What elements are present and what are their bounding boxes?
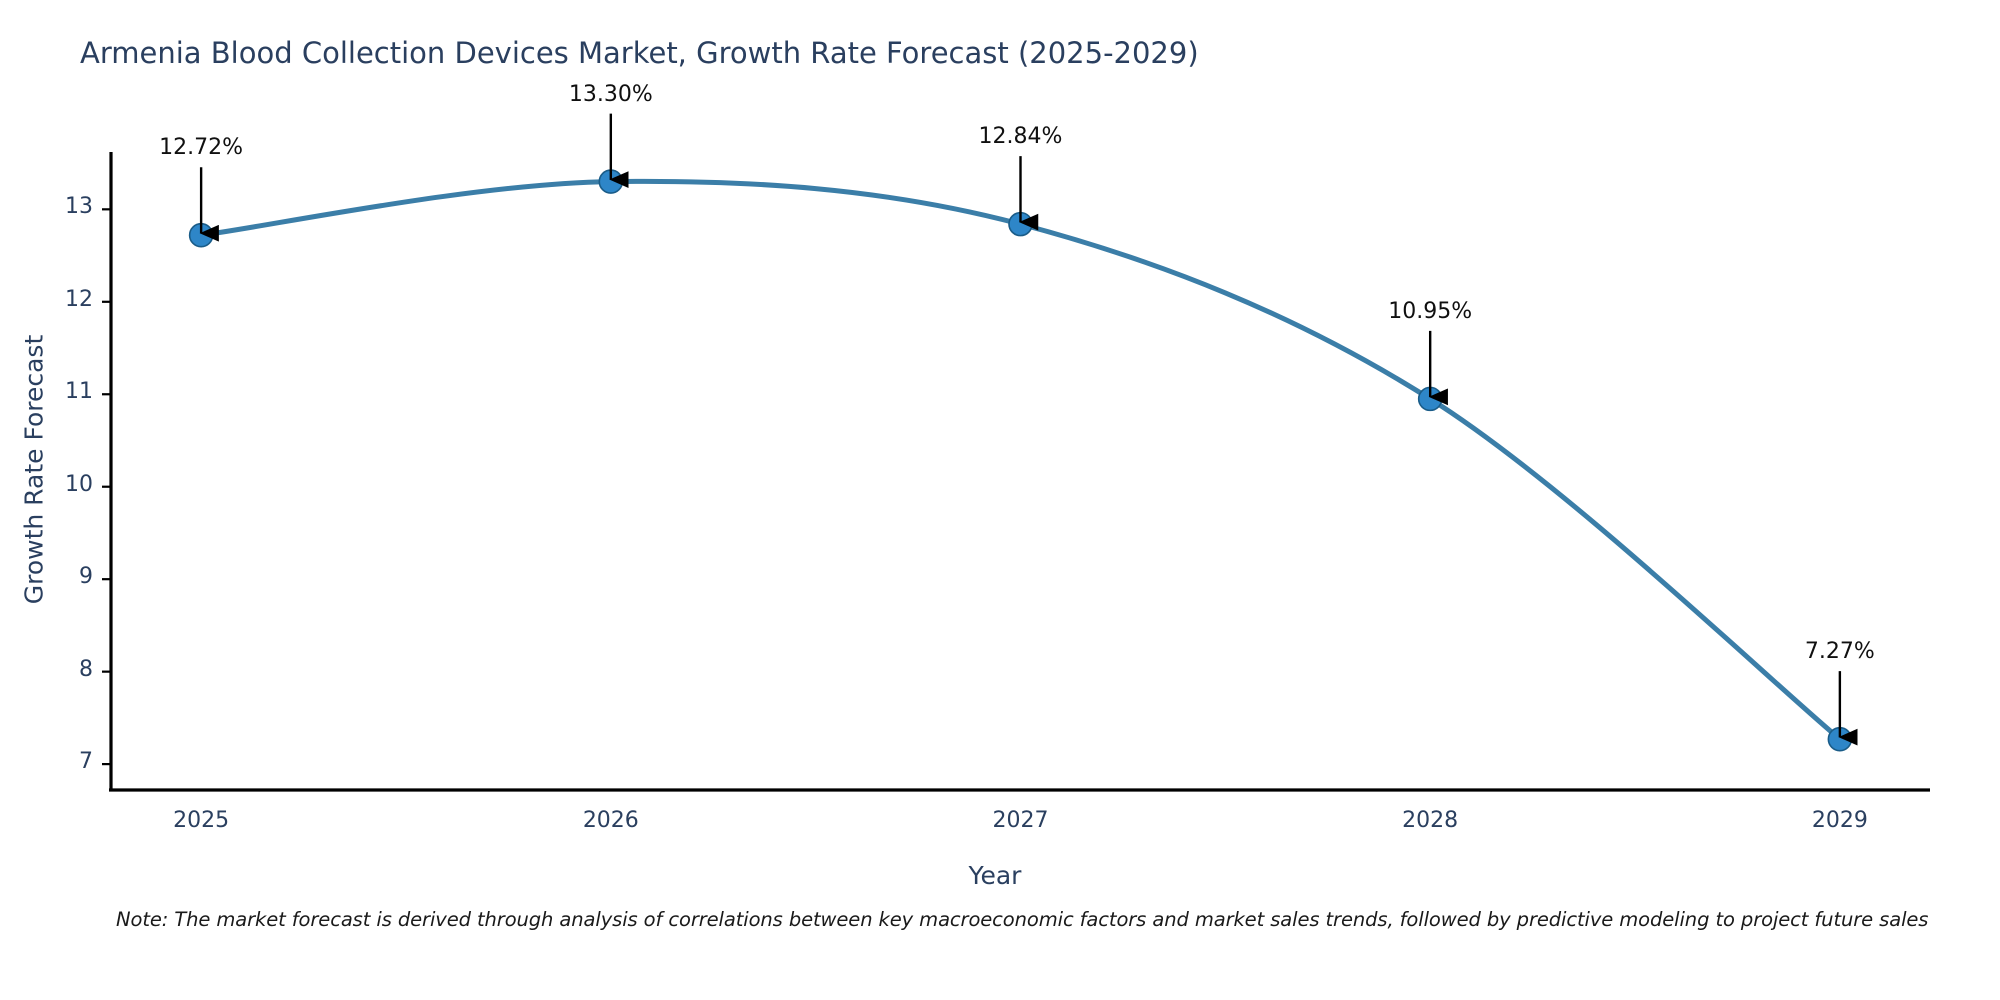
y-axis-tick-label: 7	[79, 749, 93, 775]
x-axis-tick-label: 2028	[1402, 808, 1459, 833]
x-axis-tick-label: 2026	[582, 808, 639, 833]
x-axis-tick-label: 2027	[992, 808, 1049, 833]
annotation-arrows	[199, 113, 1858, 746]
data-point-value-label: 13.30%	[568, 81, 653, 107]
y-axis-tick-label: 10	[65, 471, 93, 497]
y-axis-tick-label: 12	[65, 286, 93, 312]
y-axis-ticks	[102, 208, 111, 766]
y-axis-tick-label: 11	[65, 379, 93, 405]
x-axis-tick-label: 2029	[1811, 808, 1868, 833]
y-axis-tick-label: 13	[65, 194, 93, 220]
data-point-value-label: 12.72%	[159, 135, 244, 161]
chart-footnote: Note: The market forecast is derived thr…	[116, 908, 1929, 931]
y-axis-tick-label: 8	[79, 656, 93, 682]
x-axis-title: Year	[968, 861, 1022, 890]
data-point-value-label: 7.27%	[1804, 639, 1875, 665]
x-axis-tick-label: 2025	[173, 808, 230, 833]
page-title: Armenia Blood Collection Devices Market,…	[80, 36, 1199, 70]
data-point-value-label: 10.95%	[1388, 298, 1473, 324]
data-point-markers	[188, 169, 1853, 752]
y-axis-tick-label: 9	[79, 564, 93, 590]
data-point-value-label: 12.84%	[978, 124, 1063, 150]
data-series-line	[198, 178, 1843, 742]
